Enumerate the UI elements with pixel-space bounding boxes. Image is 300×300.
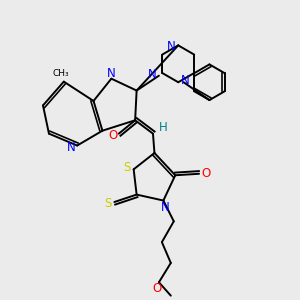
Text: CH₃: CH₃ bbox=[52, 69, 69, 78]
Text: O: O bbox=[108, 129, 118, 142]
Text: H: H bbox=[159, 121, 168, 134]
Text: N: N bbox=[167, 40, 175, 53]
Text: S: S bbox=[104, 197, 112, 210]
Text: N: N bbox=[67, 141, 76, 154]
Text: N: N bbox=[160, 201, 169, 214]
Text: N: N bbox=[107, 67, 116, 80]
Text: S: S bbox=[123, 161, 131, 174]
Text: O: O bbox=[153, 282, 162, 295]
Text: N: N bbox=[180, 74, 189, 87]
Text: N: N bbox=[148, 68, 157, 81]
Text: O: O bbox=[201, 167, 210, 180]
